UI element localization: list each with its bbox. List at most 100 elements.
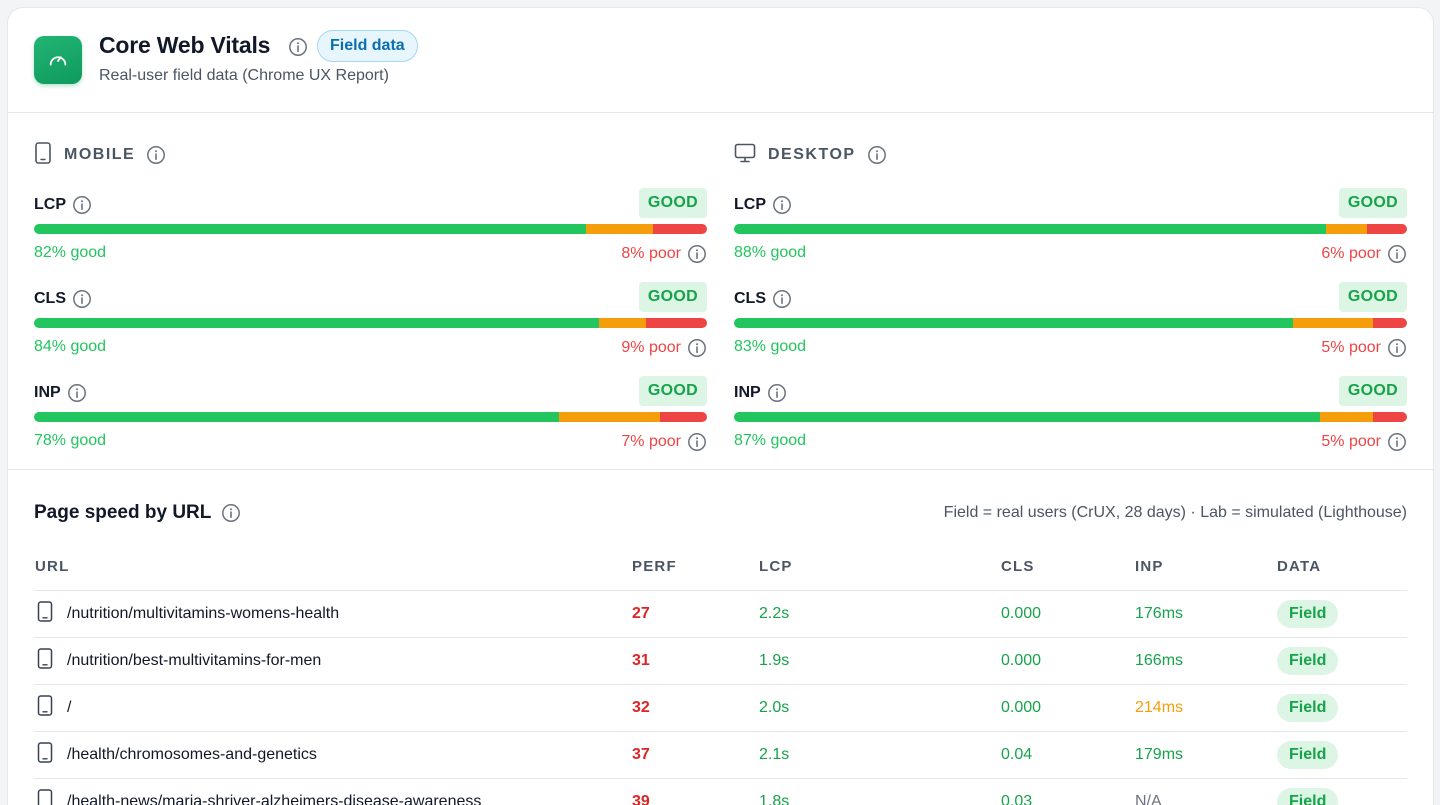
info-icon[interactable]	[146, 145, 166, 165]
table-row[interactable]: /health-news/maria-shriver-alzheimers-di…	[34, 779, 1407, 805]
url-text[interactable]: /	[67, 699, 72, 716]
needs-improvement-segment	[599, 318, 647, 328]
column-header-inp[interactable]: INP	[1135, 558, 1164, 575]
info-icon[interactable]	[1387, 432, 1407, 452]
status-badge: GOOD	[638, 282, 707, 312]
cls-value: 0.04	[1001, 746, 1033, 763]
poor-percent-wrap: 8% poor	[621, 242, 707, 266]
info-icon[interactable]	[221, 503, 241, 523]
status-badge: GOOD	[1338, 376, 1407, 406]
info-icon[interactable]	[288, 37, 308, 57]
url-text[interactable]: /nutrition/best-multivitamins-for-men	[67, 652, 322, 669]
page-subtitle: Real-user field data (Chrome UX Report)	[99, 67, 389, 84]
data-source-badge: Field	[1277, 647, 1339, 675]
speedometer-icon	[34, 36, 82, 84]
mobile-metric-inp: INP GOOD 78% good 7% poor	[34, 376, 707, 471]
info-icon[interactable]	[687, 244, 707, 264]
perf-score: 39	[632, 793, 650, 805]
lcp-value: 1.8s	[759, 793, 790, 805]
good-segment	[34, 318, 600, 328]
desktop-metric-inp: INP GOOD 87% good 5% poor	[734, 376, 1407, 471]
mobile-icon	[34, 648, 67, 674]
url-text[interactable]: /health-news/maria-shriver-alzheimers-di…	[67, 793, 482, 805]
mobile-header: MOBILE	[34, 141, 166, 167]
poor-segment	[1373, 318, 1407, 328]
info-icon[interactable]	[67, 383, 87, 403]
mobile-metric-lcp: LCP GOOD 82% good 8% poor	[34, 188, 707, 283]
table-row[interactable]: / 32 2.0s 0.000 214ms Field	[34, 685, 1407, 732]
distribution-bar	[734, 318, 1407, 328]
url-text[interactable]: /nutrition/multivitamins-womens-health	[67, 605, 340, 622]
desktop-label: DESKTOP	[768, 146, 856, 163]
poor-segment	[1366, 224, 1407, 234]
column-header-perf[interactable]: PERF	[632, 558, 677, 575]
vitals-section: MOBILE LCP GOOD 82% good 8% poor CLS GOOD 84% …	[8, 113, 1433, 470]
url-cell[interactable]: /nutrition/multivitamins-womens-health	[34, 591, 339, 637]
mobile-icon	[34, 789, 67, 805]
mobile-label: MOBILE	[64, 146, 136, 163]
perf-score: 27	[632, 605, 650, 622]
info-icon[interactable]	[867, 145, 887, 165]
good-segment	[34, 224, 586, 234]
table-row[interactable]: /nutrition/best-multivitamins-for-men 31 1…	[34, 638, 1407, 685]
needs-improvement-segment	[585, 224, 654, 234]
data-source-badge: Field	[1277, 694, 1339, 722]
poor-percent-wrap: 7% poor	[621, 430, 707, 454]
status-badge: GOOD	[1338, 188, 1407, 218]
status-badge: GOOD	[638, 188, 707, 218]
desktop-metric-lcp: LCP GOOD 88% good 6% poor	[734, 188, 1407, 283]
data-cell: Field	[1277, 591, 1339, 637]
status-badge: GOOD	[638, 376, 707, 406]
metric-label: INP	[34, 384, 61, 401]
table-row[interactable]: /health/chromosomes-and-genetics 37 2.1s 0.…	[34, 732, 1407, 779]
column-header-lcp[interactable]: LCP	[759, 558, 793, 575]
perf-score: 37	[632, 746, 650, 763]
url-cell[interactable]: /	[34, 685, 71, 731]
info-icon[interactable]	[1387, 338, 1407, 358]
info-icon[interactable]	[767, 383, 787, 403]
distribution-bar	[734, 224, 1407, 234]
poor-percent-wrap: 6% poor	[1321, 242, 1407, 266]
poor-segment	[653, 224, 707, 234]
distribution-bar	[34, 318, 707, 328]
needs-improvement-segment	[1292, 318, 1374, 328]
url-cell[interactable]: /health/chromosomes-and-genetics	[34, 732, 317, 778]
url-text[interactable]: /health/chromosomes-and-genetics	[67, 746, 317, 763]
info-icon[interactable]	[687, 338, 707, 358]
column-header-cls[interactable]: CLS	[1001, 558, 1035, 575]
needs-improvement-segment	[1326, 224, 1367, 234]
table-header: URL PERF LCP CLS INP DATA	[34, 554, 1407, 591]
metric-name: CLS	[734, 287, 792, 311]
desktop-metric-cls: CLS GOOD 83% good 5% poor	[734, 282, 1407, 377]
info-icon[interactable]	[72, 289, 92, 309]
info-icon[interactable]	[72, 195, 92, 215]
info-icon[interactable]	[772, 195, 792, 215]
data-source-note: Field = real users (CrUX, 28 days) · Lab…	[943, 504, 1407, 521]
data-cell: Field	[1277, 732, 1339, 778]
url-cell[interactable]: /nutrition/best-multivitamins-for-men	[34, 638, 321, 684]
desktop-icon	[734, 143, 756, 168]
distribution-bar	[34, 224, 707, 234]
info-icon[interactable]	[687, 432, 707, 452]
page-title: Core Web Vitals	[99, 32, 271, 58]
desktop-header: DESKTOP	[734, 143, 887, 167]
info-icon[interactable]	[772, 289, 792, 309]
good-segment	[734, 318, 1293, 328]
info-icon[interactable]	[1387, 244, 1407, 264]
desktop-column: DESKTOP LCP GOOD 88% good 6% poor CLS GOOD 83%…	[734, 113, 1407, 469]
column-header-url[interactable]: URL	[35, 558, 70, 575]
perf-score: 32	[632, 699, 650, 716]
metric-label: LCP	[34, 196, 66, 213]
poor-segment	[646, 318, 707, 328]
good-segment	[734, 412, 1320, 422]
mobile-column: MOBILE LCP GOOD 82% good 8% poor CLS GOOD 84% …	[34, 113, 707, 469]
table-row[interactable]: /nutrition/multivitamins-womens-health 27…	[34, 591, 1407, 638]
poor-percent: 5% poor	[1321, 339, 1381, 356]
cls-value: 0.000	[1001, 699, 1042, 716]
url-cell[interactable]: /health-news/maria-shriver-alzheimers-di…	[34, 779, 481, 805]
poor-percent: 9% poor	[621, 339, 681, 356]
card-header: Core Web Vitals Field data Real-user fie…	[8, 8, 1433, 113]
metric-name: LCP	[734, 193, 792, 217]
needs-improvement-segment	[558, 412, 660, 422]
column-header-data[interactable]: DATA	[1277, 558, 1322, 575]
